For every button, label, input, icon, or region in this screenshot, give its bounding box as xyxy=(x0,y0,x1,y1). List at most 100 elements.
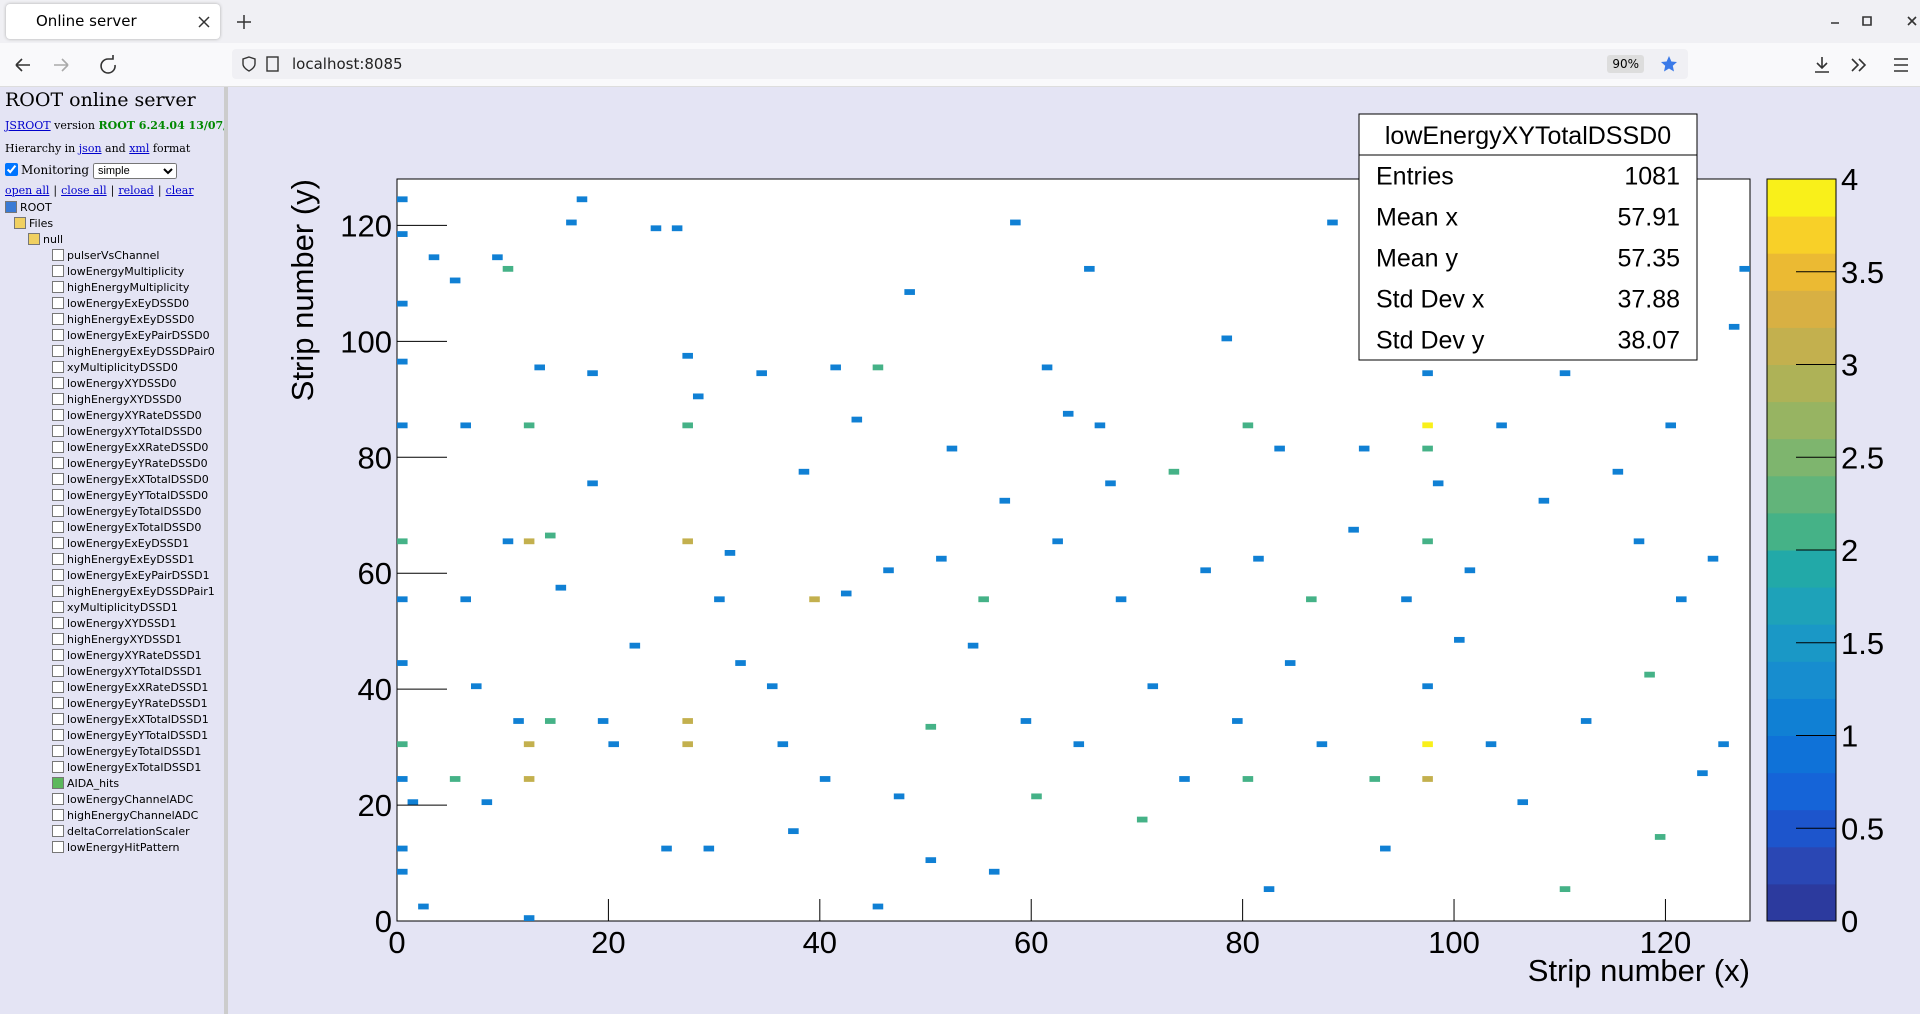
tree-label[interactable]: lowEnergyXYDSSD1 xyxy=(67,617,177,630)
tree-label[interactable]: highEnergyMultiplicity xyxy=(67,281,190,294)
window-controls[interactable] xyxy=(1820,12,1920,32)
tree-node[interactable]: lowEnergyEyYTotalDSSD1 xyxy=(52,729,208,742)
nav-buttons[interactable] xyxy=(14,55,124,75)
jsroot-link[interactable]: JSROOT xyxy=(5,119,51,132)
tree-node[interactable]: lowEnergyExTotalDSSD1 xyxy=(52,761,201,774)
tree-node[interactable]: lowEnergyMultiplicity xyxy=(52,265,184,278)
tree-label[interactable]: lowEnergyExXTotalDSSD0 xyxy=(67,473,209,486)
monitoring-select[interactable]: simple xyxy=(92,163,177,179)
tree-node[interactable]: highEnergyExEyDSSD0 xyxy=(52,313,194,326)
tree-label[interactable]: highEnergyExEyDSSD0 xyxy=(67,313,195,326)
tree-label[interactable]: lowEnergyMultiplicity xyxy=(67,265,185,278)
tree-label[interactable]: lowEnergyExTotalDSSD1 xyxy=(67,761,202,774)
tree-node[interactable]: lowEnergyEyYRateDSSD0 xyxy=(52,457,208,470)
tree-node[interactable]: lowEnergyExXTotalDSSD1 xyxy=(52,713,209,726)
toolbar-icons[interactable] xyxy=(1812,55,1920,75)
tree-label[interactable]: pulserVsChannel xyxy=(67,249,160,262)
action-link[interactable]: clear xyxy=(165,184,194,197)
tree-label[interactable]: lowEnergyEyYRateDSSD1 xyxy=(67,697,208,710)
tree-label[interactable]: null xyxy=(43,233,64,246)
tree-label[interactable]: lowEnergyXYTotalDSSD1 xyxy=(67,665,203,678)
tree-label[interactable]: xyMultiplicityDSSD0 xyxy=(67,361,178,374)
tree-label[interactable]: lowEnergyXYRateDSSD0 xyxy=(67,409,202,422)
tree-node[interactable]: highEnergyExEyDSSDPair0 xyxy=(52,345,215,358)
tree-node[interactable]: lowEnergyEyYRateDSSD1 xyxy=(52,697,208,710)
tree-node[interactable]: lowEnergyExEyDSSD0 xyxy=(52,297,189,310)
tree-node[interactable]: lowEnergyHitPattern xyxy=(52,841,180,854)
tree-label[interactable]: lowEnergyXYTotalDSSD0 xyxy=(67,425,203,438)
tree-label[interactable]: lowEnergyExTotalDSSD0 xyxy=(67,521,202,534)
tree-label[interactable]: lowEnergyEyYRateDSSD0 xyxy=(67,457,208,470)
tree-label[interactable]: xyMultiplicityDSSD1 xyxy=(67,601,178,614)
tree-label[interactable]: lowEnergyHitPattern xyxy=(67,841,180,854)
tree-node[interactable]: highEnergyXYDSSD0 xyxy=(52,393,182,406)
zoom-level[interactable]: 90% xyxy=(1607,55,1644,73)
tree-label[interactable]: highEnergyXYDSSD1 xyxy=(67,633,182,646)
tree-node[interactable]: lowEnergyExEyDSSD1 xyxy=(52,537,189,550)
divider[interactable] xyxy=(224,87,228,1014)
url-bar[interactable]: localhost:8085 90% xyxy=(232,49,1688,79)
tree-node[interactable]: ROOT xyxy=(5,201,52,214)
monitoring-checkbox[interactable] xyxy=(5,163,18,176)
new-tab[interactable] xyxy=(236,14,252,30)
tree-node[interactable]: null xyxy=(28,233,63,246)
tree-label[interactable]: deltaCorrelationScaler xyxy=(67,825,190,838)
tree-label[interactable]: lowEnergyXYRateDSSD1 xyxy=(67,649,202,662)
tree-node[interactable]: lowEnergyXYRateDSSD0 xyxy=(52,409,202,422)
tree-node[interactable]: Files xyxy=(14,217,53,230)
tree-node[interactable]: lowEnergyXYDSSD0 xyxy=(52,377,176,390)
tree-node[interactable]: lowEnergyExEyPairDSSD1 xyxy=(52,569,210,582)
tree-label[interactable]: Files xyxy=(29,217,54,230)
action-link[interactable]: close all xyxy=(61,184,107,197)
action-link[interactable]: open all xyxy=(5,184,50,197)
tree-label[interactable]: lowEnergyEyTotalDSSD0 xyxy=(67,505,202,518)
tree-node[interactable]: lowEnergyEyYTotalDSSD0 xyxy=(52,489,208,502)
tab-close[interactable] xyxy=(198,16,210,28)
tree-label[interactable]: lowEnergyExEyPairDSSD0 xyxy=(67,329,210,342)
tree-node[interactable]: lowEnergyXYTotalDSSD1 xyxy=(52,665,202,678)
action-link[interactable]: reload xyxy=(118,184,154,197)
tree-node[interactable]: lowEnergyXYTotalDSSD0 xyxy=(52,425,202,438)
tree-label[interactable]: lowEnergyEyYTotalDSSD0 xyxy=(67,489,209,502)
tree-node[interactable]: highEnergyChannelADC xyxy=(52,809,198,822)
tree-label[interactable]: lowEnergyExEyPairDSSD1 xyxy=(67,569,210,582)
tree-node[interactable]: highEnergyMultiplicity xyxy=(52,281,189,294)
tree-node[interactable]: lowEnergyExXRateDSSD1 xyxy=(52,681,208,694)
tree-node[interactable]: lowEnergyExXRateDSSD0 xyxy=(52,441,208,454)
tree-label[interactable]: lowEnergyExXRateDSSD1 xyxy=(67,681,209,694)
tree-label[interactable]: AIDA_hits xyxy=(67,777,120,790)
bookmark-star[interactable] xyxy=(1660,55,1678,73)
tree-label[interactable]: lowEnergyEyTotalDSSD1 xyxy=(67,745,202,758)
tree-label[interactable]: highEnergyExEyDSSD1 xyxy=(67,553,195,566)
tree-node[interactable]: lowEnergyXYRateDSSD1 xyxy=(52,649,202,662)
tab[interactable]: Online server xyxy=(6,4,220,39)
tree-label[interactable]: lowEnergyEyYTotalDSSD1 xyxy=(67,729,209,742)
tree-label[interactable]: lowEnergyExXTotalDSSD1 xyxy=(67,713,209,726)
tree-label[interactable]: highEnergyExEyDSSDPair1 xyxy=(67,585,215,598)
tree-node[interactable]: lowEnergyEyTotalDSSD0 xyxy=(52,505,201,518)
tree-label[interactable]: highEnergyXYDSSD0 xyxy=(67,393,182,406)
tree-node[interactable]: lowEnergyExTotalDSSD0 xyxy=(52,521,201,534)
json-link[interactable]: json xyxy=(78,142,102,155)
tree-label[interactable]: lowEnergyXYDSSD0 xyxy=(67,377,177,390)
tree-node[interactable]: lowEnergyChannelADC xyxy=(52,793,193,806)
tree-label[interactable]: highEnergyExEyDSSDPair0 xyxy=(67,345,215,358)
tree-node[interactable]: AIDA_hits xyxy=(52,777,119,790)
tree-node[interactable]: lowEnergyXYDSSD1 xyxy=(52,617,176,630)
tree-label[interactable]: highEnergyChannelADC xyxy=(67,809,199,822)
tree-label[interactable]: lowEnergyChannelADC xyxy=(67,793,194,806)
tree-node[interactable]: pulserVsChannel xyxy=(52,249,159,262)
tree-node[interactable]: xyMultiplicityDSSD0 xyxy=(52,361,178,374)
tree-label[interactable]: lowEnergyExEyDSSD0 xyxy=(67,297,190,310)
tree-node[interactable]: xyMultiplicityDSSD1 xyxy=(52,601,178,614)
tree-label[interactable]: ROOT xyxy=(20,201,52,214)
tree-node[interactable]: highEnergyExEyDSSD1 xyxy=(52,553,194,566)
tree-node[interactable]: deltaCorrelationScaler xyxy=(52,825,190,838)
xml-link[interactable]: xml xyxy=(129,142,150,155)
tree-node[interactable]: lowEnergyEyTotalDSSD1 xyxy=(52,745,201,758)
tree-node[interactable]: highEnergyExEyDSSDPair1 xyxy=(52,585,215,598)
tree-node[interactable]: lowEnergyExXTotalDSSD0 xyxy=(52,473,209,486)
tree-node[interactable]: lowEnergyExEyPairDSSD0 xyxy=(52,329,210,342)
tree-node[interactable]: highEnergyXYDSSD1 xyxy=(52,633,182,646)
tree-label[interactable]: lowEnergyExEyDSSD1 xyxy=(67,537,190,550)
